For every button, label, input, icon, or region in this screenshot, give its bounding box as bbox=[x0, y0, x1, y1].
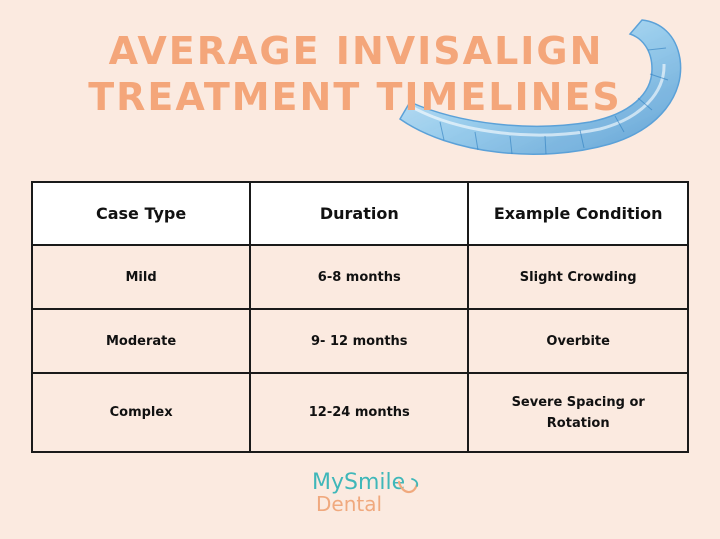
title-line-1: AVERAGE INVISALIGN bbox=[108, 29, 604, 73]
cell-case-type: Moderate bbox=[30, 308, 252, 374]
logo-text-mysmile: MySmile bbox=[312, 470, 406, 495]
cell-duration: 12-24 months bbox=[249, 372, 470, 453]
cell-case-type: Mild bbox=[30, 244, 252, 310]
header-duration: Duration bbox=[249, 181, 470, 246]
cell-duration: 6-8 months bbox=[249, 244, 470, 310]
table-row: Complex 12-24 months Severe Spacing or R… bbox=[30, 372, 689, 453]
cell-duration: 9- 12 months bbox=[249, 308, 470, 374]
table-row: Mild 6-8 months Slight Crowding bbox=[30, 244, 689, 310]
header-example-condition: Example Condition bbox=[467, 181, 689, 246]
mysmile-dental-logo: MySmile Dental bbox=[312, 470, 422, 522]
cell-case-type: Complex bbox=[30, 372, 252, 453]
logo-text-dental: Dental bbox=[316, 492, 383, 516]
cell-example-condition: Slight Crowding bbox=[467, 244, 689, 310]
table-row: Moderate 9- 12 months Overbite bbox=[30, 308, 689, 374]
cell-example-condition: Overbite bbox=[467, 308, 689, 374]
header-case-type: Case Type bbox=[30, 181, 252, 246]
smile-swirl-icon bbox=[397, 478, 419, 494]
table-header-row: Case Type Duration Example Condition bbox=[30, 181, 689, 246]
cell-example-condition: Severe Spacing or Rotation bbox=[467, 372, 689, 453]
timeline-table-container: Case Type Duration Example Condition Mil… bbox=[30, 181, 689, 453]
clear-aligner-image bbox=[399, 19, 682, 155]
timeline-table: Case Type Duration Example Condition Mil… bbox=[30, 181, 689, 453]
page-title: AVERAGE INVISALIGN TREATMENT TIMELINES bbox=[0, 28, 720, 120]
title-line-2: TREATMENT TIMELINES bbox=[88, 75, 622, 119]
